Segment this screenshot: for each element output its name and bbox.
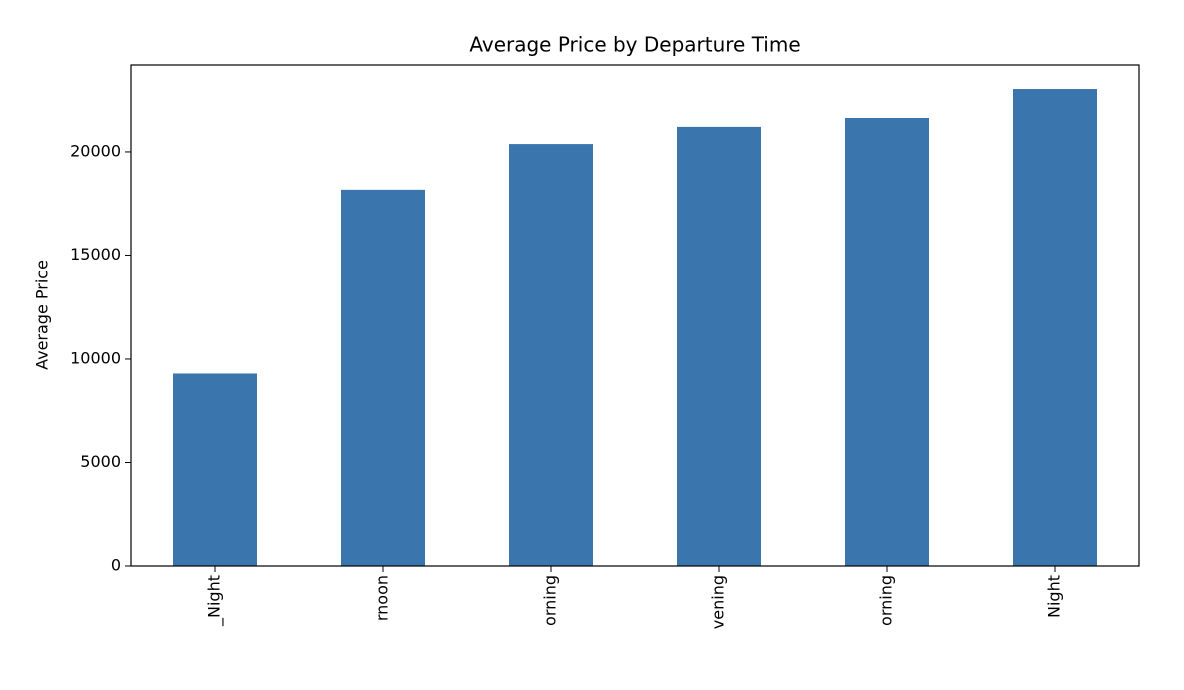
bar xyxy=(509,144,593,566)
bar xyxy=(173,373,257,566)
y-tick-label: 5000 xyxy=(80,452,121,471)
y-tick-label: 20000 xyxy=(70,141,121,160)
bar xyxy=(1013,89,1097,566)
x-tick-label: _Night xyxy=(205,575,225,627)
y-tick-label: 10000 xyxy=(70,348,121,367)
y-axis-label: Average Price xyxy=(33,260,52,370)
x-tick-label: rnoon xyxy=(373,575,392,621)
x-tick-label: Night xyxy=(1045,575,1064,618)
bar xyxy=(341,189,425,567)
x-tick-label: vening xyxy=(709,575,728,629)
bar xyxy=(677,126,761,566)
x-tick-label: orning xyxy=(541,575,560,626)
y-tick-label: 0 xyxy=(111,556,121,575)
bar xyxy=(845,117,929,566)
x-tick-label: orning xyxy=(877,575,896,626)
x-labels: _Night rnoon orning vening orning Night xyxy=(205,575,1064,629)
chart-title: Average Price by Departure Time xyxy=(469,33,800,57)
plot-frame xyxy=(130,64,1140,567)
y-tick-label: 15000 xyxy=(70,245,121,264)
